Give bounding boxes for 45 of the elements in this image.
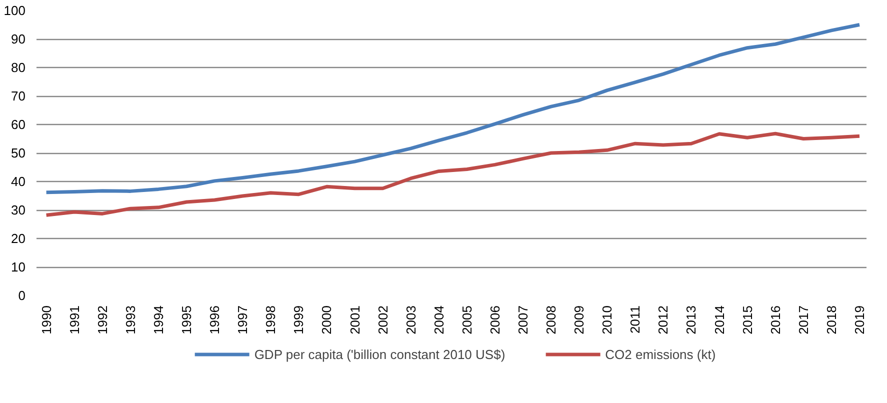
x-tick-label: 1995	[179, 306, 194, 334]
x-tick-label: 2013	[684, 306, 699, 334]
y-tick-label: 80	[11, 60, 26, 75]
x-tick-label: 2005	[459, 306, 474, 334]
y-tick-label: 10	[11, 260, 26, 274]
legend-label: GDP per capita ('billion constant 2010 US$)	[254, 346, 506, 362]
y-tick-label: 20	[11, 231, 26, 246]
x-tick-label: 1999	[291, 306, 306, 334]
x-tick-label: 2017	[796, 306, 811, 334]
x-tick-label: 2007	[516, 306, 531, 334]
x-tick-label: 2011	[628, 305, 643, 334]
y-tick-label: 40	[11, 174, 26, 189]
x-tick-label: 2003	[403, 306, 418, 334]
x-tick-label: 2015	[740, 306, 755, 334]
x-tick-label: 2002	[375, 306, 390, 334]
x-tick-label: 2001	[347, 306, 362, 334]
line-series	[44, 132, 862, 217]
y-tick-label: 100	[4, 3, 26, 18]
x-tick-label: 2014	[712, 306, 727, 334]
x-tick-label: 2004	[431, 306, 446, 334]
x-tick-label: 2010	[600, 306, 615, 334]
x-tick-label: 1998	[263, 306, 278, 334]
y-tick-label: 30	[11, 202, 26, 218]
x-tick-label: 2000	[319, 306, 334, 334]
line-series	[44, 23, 862, 194]
x-tick-label: 1991	[66, 306, 82, 334]
x-tick-label: 1990	[38, 306, 54, 334]
x-tick-label: 1997	[235, 306, 250, 334]
x-tick-label: 2012	[656, 306, 671, 334]
x-tick-label: 2018	[824, 306, 839, 334]
y-tick-label: 0	[18, 288, 26, 303]
y-tick-label: 50	[11, 146, 26, 160]
x-tick-label: 2006	[487, 306, 502, 334]
x-tick-label: 1996	[207, 306, 222, 334]
y-tick-label: 60	[11, 117, 26, 132]
x-tick-label: 1993	[122, 306, 138, 334]
legend-label: CO2 emissions (kt)	[605, 346, 716, 362]
x-tick-label: 1992	[94, 306, 110, 334]
x-tick-label: 2019	[852, 306, 867, 334]
x-tick-label: 1994	[150, 306, 166, 334]
x-tick-label: 2008	[544, 306, 559, 334]
y-tick-label: 70	[11, 88, 26, 104]
x-tick-label: 2009	[572, 306, 587, 334]
y-tick-label: 90	[11, 32, 26, 46]
x-tick-label: 2016	[768, 306, 783, 334]
